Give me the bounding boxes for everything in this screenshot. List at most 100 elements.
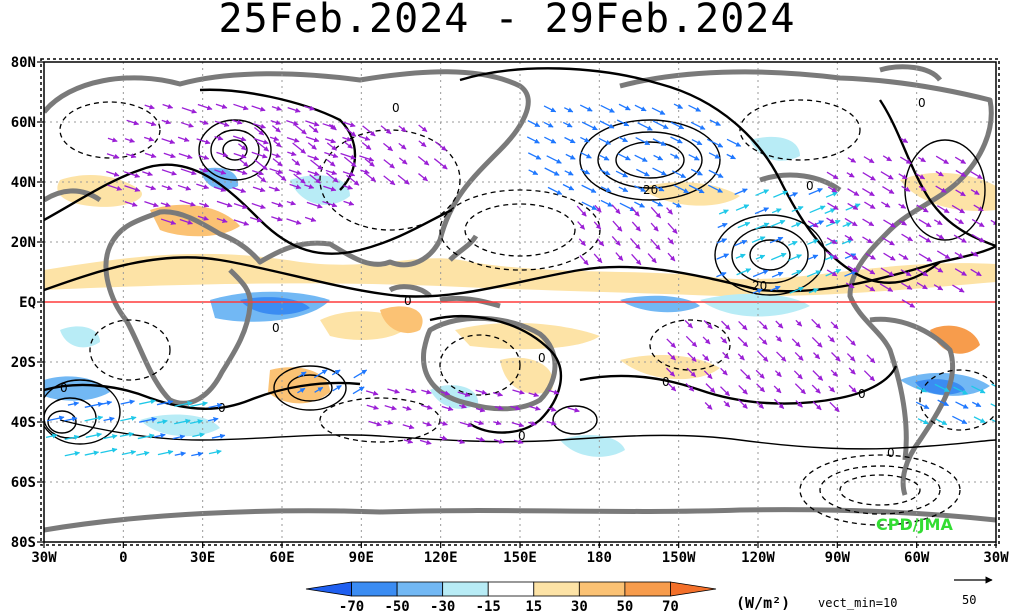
flux-vector bbox=[161, 185, 173, 191]
flux-vector bbox=[580, 168, 591, 175]
flux-vector bbox=[611, 204, 621, 215]
flux-vector bbox=[216, 217, 228, 223]
flux-vector bbox=[309, 174, 321, 184]
flux-vector bbox=[883, 219, 896, 228]
flux-vector bbox=[383, 159, 395, 169]
flux-vector bbox=[439, 420, 448, 426]
flux-vector bbox=[562, 121, 573, 128]
flux-vector bbox=[702, 354, 710, 362]
flux-vector bbox=[734, 239, 748, 247]
plot-area: 0 0 0 0 0 0 0 0 0 0 0 0 20 20 CPD/JMA bbox=[44, 62, 996, 542]
flux-vector bbox=[936, 205, 950, 214]
flux-vector bbox=[384, 419, 394, 425]
flux-vector bbox=[652, 120, 669, 130]
flux-vector bbox=[652, 167, 667, 176]
flux-vector bbox=[865, 252, 876, 260]
flux-vector bbox=[119, 431, 135, 438]
flux-vector bbox=[269, 168, 284, 175]
colorbar-segment bbox=[670, 581, 717, 597]
flux-vector bbox=[791, 222, 802, 228]
flux-vector bbox=[827, 335, 835, 343]
flux-vector bbox=[901, 282, 913, 290]
flux-vector bbox=[459, 421, 474, 428]
flux-vector bbox=[85, 432, 102, 438]
reference-vector-label: 50 bbox=[962, 593, 976, 607]
flux-vector bbox=[235, 169, 248, 175]
flux-vector bbox=[600, 104, 615, 113]
flux-vector bbox=[544, 136, 557, 144]
flux-vector bbox=[636, 168, 650, 177]
flux-vector bbox=[273, 140, 282, 148]
flux-vector bbox=[511, 421, 525, 428]
flux-vector bbox=[459, 403, 467, 409]
flux-vector bbox=[492, 391, 504, 397]
flux-vector bbox=[307, 155, 320, 161]
flux-vector bbox=[579, 255, 589, 266]
flux-vector bbox=[181, 107, 197, 114]
flux-vector bbox=[137, 433, 155, 440]
flux-vector bbox=[670, 153, 680, 159]
flux-vector bbox=[686, 367, 697, 378]
flux-vector bbox=[631, 221, 641, 232]
flux-vector bbox=[770, 219, 786, 228]
flux-vector bbox=[708, 169, 724, 178]
flux-vector bbox=[755, 254, 766, 260]
flux-vector bbox=[737, 336, 749, 348]
flux-vector bbox=[441, 405, 454, 411]
colorbar-segment bbox=[578, 581, 626, 597]
flux-vector bbox=[271, 152, 281, 158]
contour-label-zero: 0 bbox=[887, 446, 895, 460]
flux-vector bbox=[397, 174, 410, 185]
flux-vector bbox=[630, 237, 641, 250]
flux-vector bbox=[917, 156, 926, 163]
flux-vector bbox=[161, 119, 172, 125]
flux-vector bbox=[581, 121, 598, 131]
flux-vector bbox=[918, 185, 927, 192]
flux-vector bbox=[493, 420, 502, 426]
flux-vector bbox=[647, 253, 657, 264]
flux-vector bbox=[292, 142, 306, 154]
flux-vector bbox=[368, 420, 382, 427]
flux-vector bbox=[304, 184, 315, 189]
flux-vector bbox=[670, 136, 683, 144]
flux-vector bbox=[670, 121, 685, 130]
vector-min-label: vect_min=10 bbox=[818, 596, 897, 610]
contour-label-zero: 0 bbox=[272, 321, 280, 335]
flux-vector bbox=[811, 336, 823, 348]
flux-vector bbox=[971, 218, 985, 228]
flux-vector bbox=[752, 288, 763, 294]
flux-vector bbox=[791, 206, 804, 213]
flux-vector bbox=[340, 152, 357, 160]
longitude-label: 120E bbox=[424, 550, 458, 566]
flux-vector bbox=[611, 236, 621, 246]
flux-vector bbox=[286, 200, 297, 206]
flux-vector bbox=[252, 123, 266, 129]
flux-vector bbox=[673, 103, 684, 109]
flux-vector bbox=[826, 171, 839, 180]
flux-vector bbox=[580, 136, 590, 143]
colorbar-segment bbox=[396, 581, 444, 597]
flux-vector bbox=[756, 401, 764, 409]
contour-label-twenty: 20 bbox=[643, 183, 658, 197]
flux-vector bbox=[716, 238, 728, 244]
flux-vector bbox=[360, 169, 370, 175]
flux-vector bbox=[275, 171, 287, 182]
flux-vector bbox=[600, 199, 614, 207]
flux-vector bbox=[100, 400, 113, 406]
flux-vector bbox=[718, 209, 729, 215]
flux-vector bbox=[548, 389, 560, 395]
flux-vector bbox=[615, 252, 624, 261]
flux-vector bbox=[845, 282, 855, 289]
flux-vector bbox=[807, 220, 819, 228]
flux-vector bbox=[359, 155, 375, 162]
flux-vector bbox=[291, 158, 301, 166]
flux-vector bbox=[918, 234, 932, 243]
flux-vector bbox=[918, 253, 933, 262]
flux-vector bbox=[232, 119, 243, 125]
flux-vector bbox=[161, 138, 176, 145]
flux-vector bbox=[934, 266, 944, 273]
flux-vector bbox=[812, 401, 822, 411]
flux-vector bbox=[685, 383, 695, 392]
flux-vector bbox=[773, 398, 785, 410]
longitude-label: 150W bbox=[662, 550, 696, 566]
